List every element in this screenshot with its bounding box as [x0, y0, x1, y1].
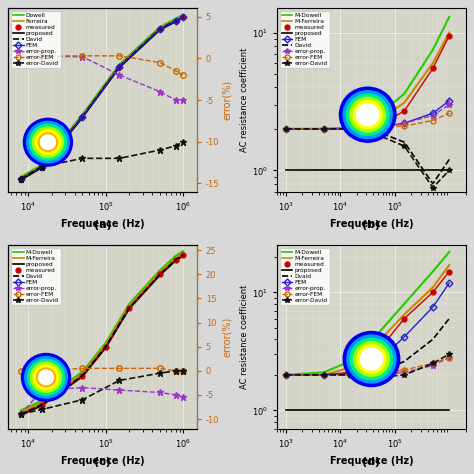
Circle shape [39, 371, 53, 384]
Circle shape [367, 355, 376, 363]
Circle shape [25, 356, 67, 398]
Circle shape [360, 107, 375, 122]
Circle shape [346, 94, 389, 135]
Circle shape [350, 97, 385, 132]
Legend: Dowell, Ferreira, measured, proposed, David, FEM, error-prop., error-FEM, error-: Dowell, Ferreira, measured, proposed, Da… [11, 11, 61, 67]
Circle shape [27, 121, 69, 163]
Circle shape [357, 345, 386, 373]
Circle shape [343, 91, 392, 138]
Circle shape [38, 133, 57, 152]
Y-axis label: error(%): error(%) [222, 317, 232, 357]
Circle shape [27, 359, 64, 395]
Circle shape [31, 362, 62, 392]
X-axis label: Frequence (Hz): Frequence (Hz) [61, 219, 145, 228]
Circle shape [343, 331, 400, 386]
Circle shape [41, 136, 55, 149]
Text: (b): (b) [363, 220, 381, 230]
Y-axis label: AC resistance coefficient: AC resistance coefficient [240, 285, 249, 389]
Circle shape [33, 127, 64, 157]
Circle shape [360, 348, 383, 370]
Circle shape [42, 374, 50, 381]
X-axis label: Frequence (Hz): Frequence (Hz) [329, 219, 413, 228]
Legend: M-Dowell, M-Ferreira, measured, proposed, Dvaid, FEM, error-prop., error-FEM, er: M-Dowell, M-Ferreira, measured, proposed… [280, 248, 329, 304]
Circle shape [34, 365, 58, 390]
Text: (d): (d) [363, 457, 381, 467]
X-axis label: Frequence (Hz): Frequence (Hz) [61, 456, 145, 465]
Circle shape [364, 110, 372, 119]
Circle shape [339, 87, 396, 142]
Circle shape [364, 352, 379, 366]
Circle shape [36, 130, 60, 155]
Circle shape [29, 124, 66, 160]
Circle shape [38, 370, 54, 385]
Text: (c): (c) [94, 457, 111, 467]
X-axis label: Frequence (Hz): Frequence (Hz) [329, 456, 413, 465]
Y-axis label: error(%): error(%) [222, 80, 232, 120]
Y-axis label: AC resistance coefficient: AC resistance coefficient [240, 48, 249, 152]
Circle shape [350, 338, 392, 380]
Circle shape [36, 368, 55, 387]
Circle shape [44, 138, 52, 146]
Circle shape [40, 135, 55, 149]
Circle shape [354, 342, 389, 376]
Circle shape [23, 118, 73, 166]
Legend: M-Dowell, M-Ferreira, proposed, measured, David, FEM, error-prop., error-FEM, er: M-Dowell, M-Ferreira, proposed, measured… [11, 248, 61, 304]
Legend: M-Dowell, M-Ferreira, measured, proposed, FEM, David, error-prop., error-FEM, er: M-Dowell, M-Ferreira, measured, proposed… [280, 11, 329, 67]
Circle shape [356, 104, 379, 126]
Circle shape [21, 354, 71, 401]
Circle shape [353, 100, 382, 129]
Circle shape [360, 348, 383, 370]
Text: (a): (a) [94, 220, 111, 230]
Circle shape [356, 104, 379, 126]
Circle shape [347, 335, 396, 383]
